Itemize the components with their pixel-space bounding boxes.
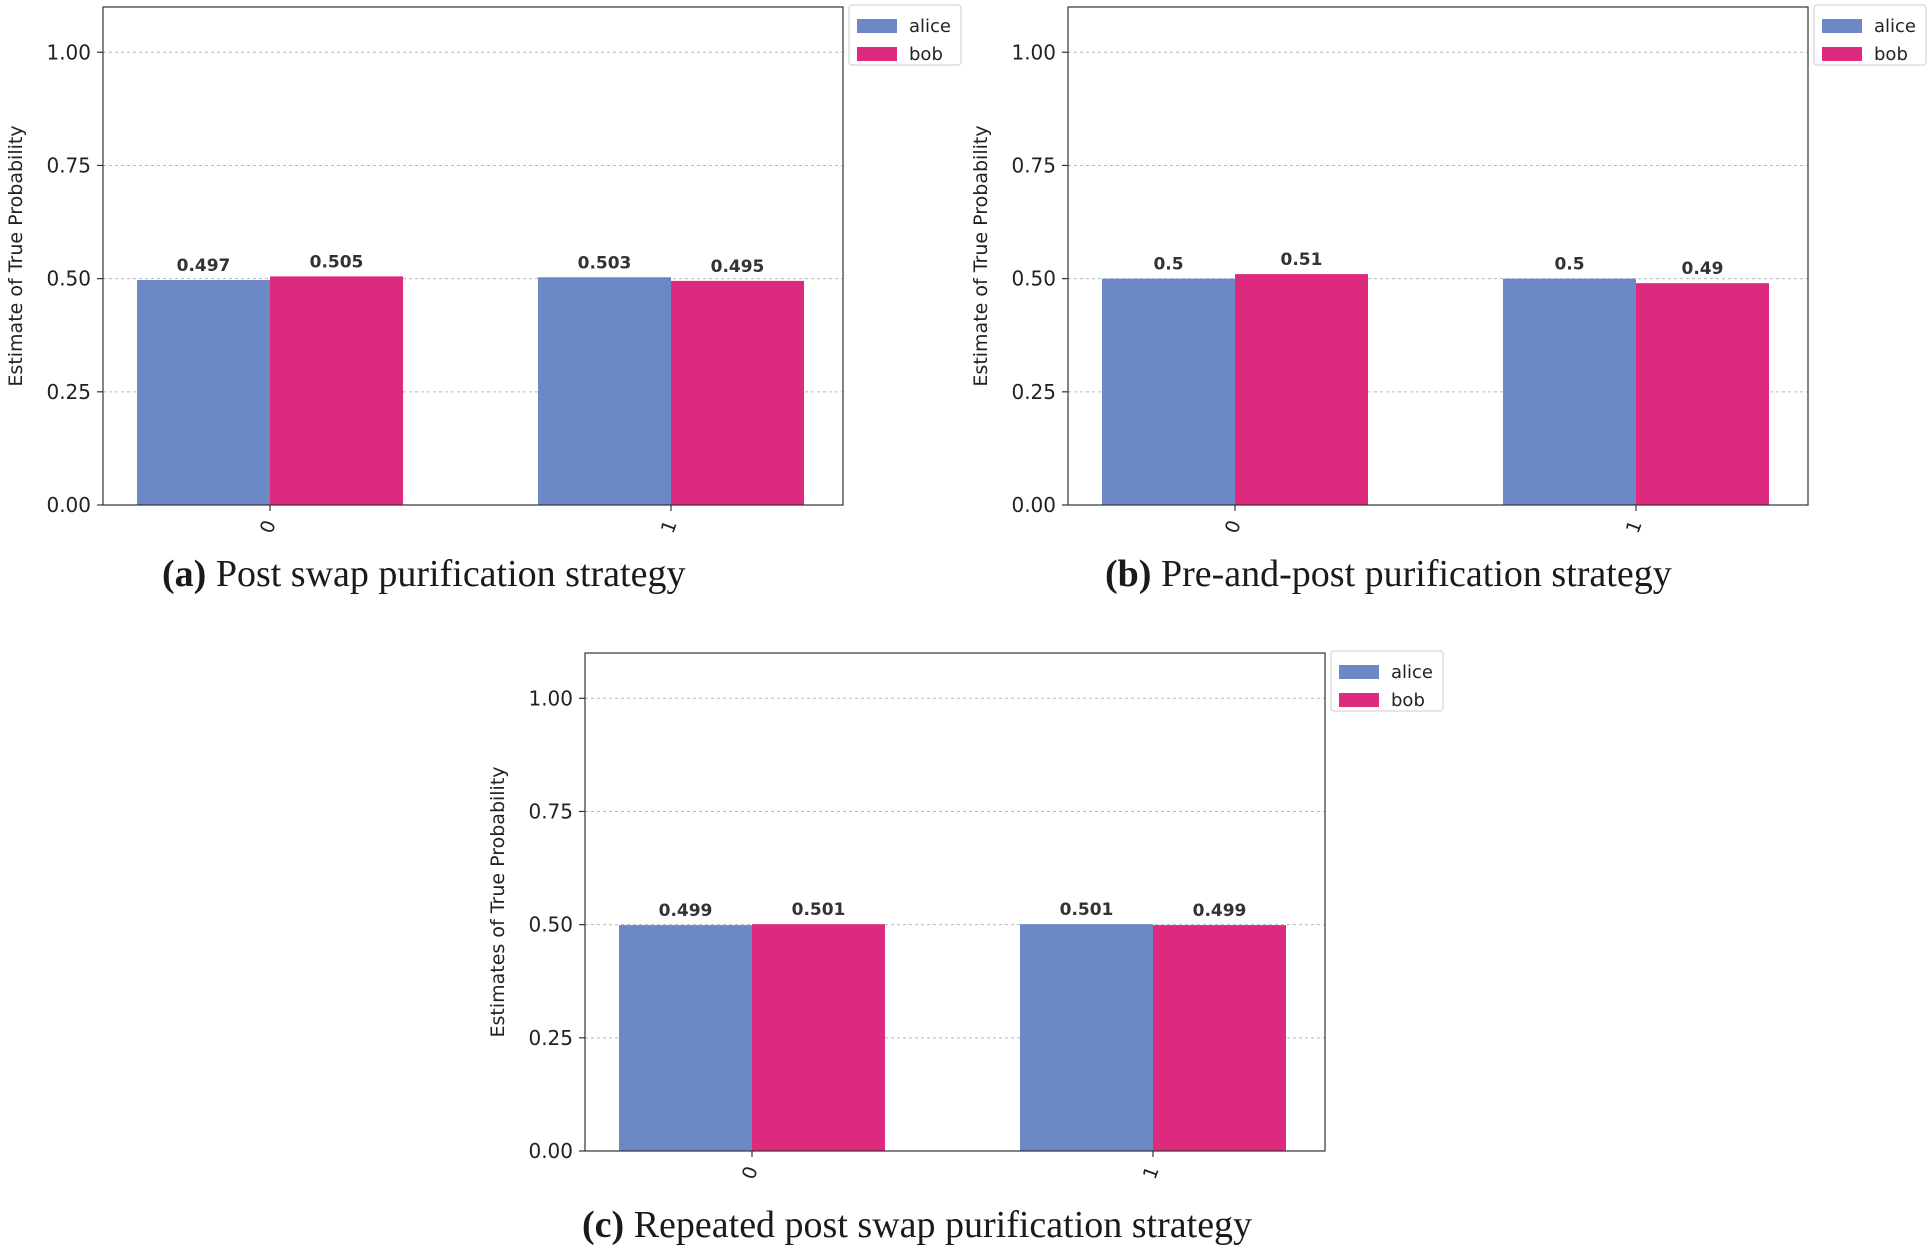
a-legend-swatch-alice [857, 19, 897, 33]
caption-a: (a) Post swap purification strategy [162, 552, 685, 596]
b-legend-swatch-bob [1822, 47, 1862, 61]
b-ylabel: Estimate of True Probability [970, 125, 992, 386]
b-xtick-label-1: 1 [1622, 518, 1647, 537]
c-data-label-alice-0: 0.499 [659, 901, 713, 921]
a-legend-swatch-bob [857, 47, 897, 61]
chart-a: 0.497 0.505 0 0.503 0.495 1 0.00 0.25 0.50 0.75 1.… [5, 4, 962, 537]
a-ytick-label-2: 0.50 [46, 267, 91, 291]
c-ylabel: Estimates of True Probability [487, 766, 509, 1037]
a-bar-bob-0 [270, 276, 403, 505]
a-data-label-bob-0: 0.505 [310, 252, 364, 272]
a-legend-label-bob: bob [909, 44, 943, 65]
a-xtick-label-0: 0 [256, 518, 281, 537]
b-ytick-label-1: 0.25 [1011, 380, 1056, 404]
b-data-label-bob-1: 0.49 [1682, 259, 1724, 279]
b-xtick-label-0: 0 [1221, 518, 1246, 537]
c-data-label-alice-1: 0.501 [1060, 900, 1114, 920]
c-bar-bob-1 [1153, 925, 1286, 1151]
c-legend-label-alice: alice [1391, 662, 1433, 683]
a-ytick-label-0: 0.00 [46, 493, 91, 517]
b-ytick-label-0: 0.00 [1011, 493, 1056, 517]
a-ytick-label-4: 1.00 [46, 40, 91, 64]
c-legend-swatch-alice [1339, 665, 1379, 679]
a-bar-bob-1 [671, 280, 804, 505]
a-data-label-alice-1: 0.503 [578, 253, 632, 273]
c-ytick-label-4: 1.00 [528, 686, 573, 710]
caption-a-label: (a) [162, 553, 207, 595]
caption-b-label: (b) [1105, 553, 1152, 595]
a-data-label-bob-1: 0.495 [711, 257, 765, 277]
caption-c: (c) Repeated post swap purification stra… [582, 1203, 1252, 1247]
c-bar-alice-1 [1020, 924, 1153, 1151]
b-data-label-bob-0: 0.51 [1281, 250, 1323, 270]
b-bar-bob-0 [1235, 274, 1368, 505]
c-data-label-bob-1: 0.499 [1193, 901, 1247, 921]
b-ytick-label-3: 0.75 [1011, 153, 1056, 177]
c-bar-alice-0 [619, 925, 752, 1151]
b-bar-alice-1 [1503, 278, 1636, 505]
c-bar-bob-0 [752, 924, 885, 1151]
c-data-label-bob-0: 0.501 [792, 900, 846, 920]
caption-c-text: Repeated post swap purification strategy [633, 1204, 1253, 1246]
b-bar-alice-0 [1102, 278, 1235, 505]
a-bar-alice-1 [538, 277, 671, 505]
b-legend-swatch-alice [1822, 19, 1862, 33]
c-legend-label-bob: bob [1391, 690, 1425, 711]
b-data-label-alice-0: 0.5 [1153, 255, 1183, 275]
c-xtick-label-0: 0 [738, 1164, 763, 1183]
a-data-label-alice-0: 0.497 [177, 256, 231, 276]
caption-b-text: Pre-and-post purification strategy [1160, 553, 1672, 595]
b-plot-frame [1067, 6, 1809, 506]
c-ytick-label-3: 0.75 [528, 799, 573, 823]
caption-b: (b) Pre-and-post purification strategy [1105, 552, 1672, 596]
c-xtick-label-1: 1 [1139, 1164, 1164, 1183]
b-bar-bob-1 [1636, 283, 1769, 505]
a-legend-label-alice: alice [909, 16, 951, 37]
a-plot-frame [102, 6, 844, 506]
chart-c: 0.499 0.501 0 0.501 0.499 1 0.00 0.25 0.50 0.75 1.… [487, 650, 1444, 1183]
c-ytick-label-0: 0.00 [528, 1139, 573, 1163]
a-ytick-label-3: 0.75 [46, 153, 91, 177]
chart-b: 0.5 0.51 0 0.5 0.49 1 0.00 0.25 0.50 0.75 1.00 Esti… [970, 4, 1927, 537]
c-legend-swatch-bob [1339, 693, 1379, 707]
b-ytick-label-2: 0.50 [1011, 267, 1056, 291]
b-data-label-alice-1: 0.5 [1554, 255, 1584, 275]
c-plot-frame [584, 652, 1326, 1152]
b-legend-label-alice: alice [1874, 16, 1916, 37]
a-ylabel: Estimate of True Probability [5, 125, 27, 386]
c-ytick-label-1: 0.25 [528, 1026, 573, 1050]
b-ytick-label-4: 1.00 [1011, 40, 1056, 64]
c-ytick-label-2: 0.50 [528, 913, 573, 937]
a-bar-alice-0 [137, 279, 270, 505]
b-legend-label-bob: bob [1874, 44, 1908, 65]
a-ytick-label-1: 0.25 [46, 380, 91, 404]
a-xtick-label-1: 1 [657, 518, 682, 537]
caption-a-text: Post swap purification strategy [215, 553, 686, 595]
caption-c-label: (c) [582, 1204, 625, 1246]
